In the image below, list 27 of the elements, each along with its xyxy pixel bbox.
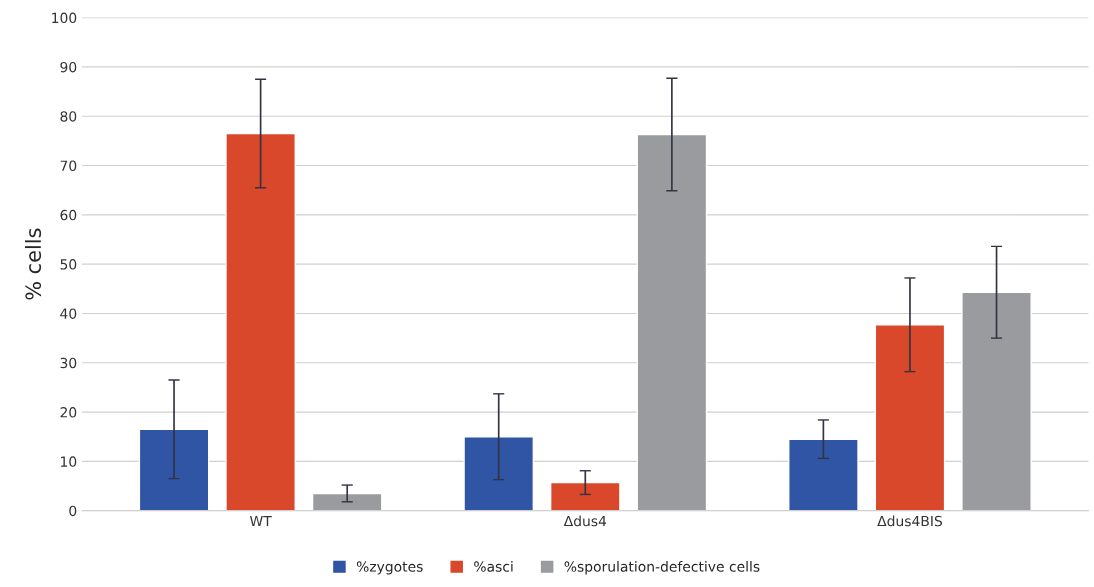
bar <box>463 436 535 511</box>
bar <box>636 133 708 511</box>
y-tick-label: 100 <box>52 12 77 24</box>
y-tick-label: 20 <box>60 407 77 418</box>
bar <box>549 481 621 511</box>
y-tick-label: 50 <box>60 259 77 270</box>
y-axis-title: % cells <box>24 228 42 300</box>
x-tick-label: WT <box>249 515 272 527</box>
bar <box>225 132 296 511</box>
y-tick-label: 60 <box>60 209 77 221</box>
legend-label: %sporulation-defective cells <box>564 561 760 575</box>
x-tick-label: Δdus4 <box>563 515 607 527</box>
bar <box>961 291 1032 511</box>
y-tick-label: 40 <box>60 308 77 319</box>
x-tick-label: Δdus4BIS <box>877 515 942 527</box>
y-tick-label: 0 <box>69 505 77 517</box>
y-tick-label: 10 <box>61 456 77 467</box>
legend-label: %zygotes <box>356 561 423 575</box>
legend-label: %asci <box>474 561 513 572</box>
y-tick-label: 30 <box>60 357 77 369</box>
y-tick-label: 80 <box>60 111 77 122</box>
y-tick-label: 70 <box>60 160 77 172</box>
bar <box>311 492 383 511</box>
bar <box>138 428 210 511</box>
bar <box>874 324 946 511</box>
y-tick-label: 90 <box>60 61 77 73</box>
bar <box>788 438 859 511</box>
